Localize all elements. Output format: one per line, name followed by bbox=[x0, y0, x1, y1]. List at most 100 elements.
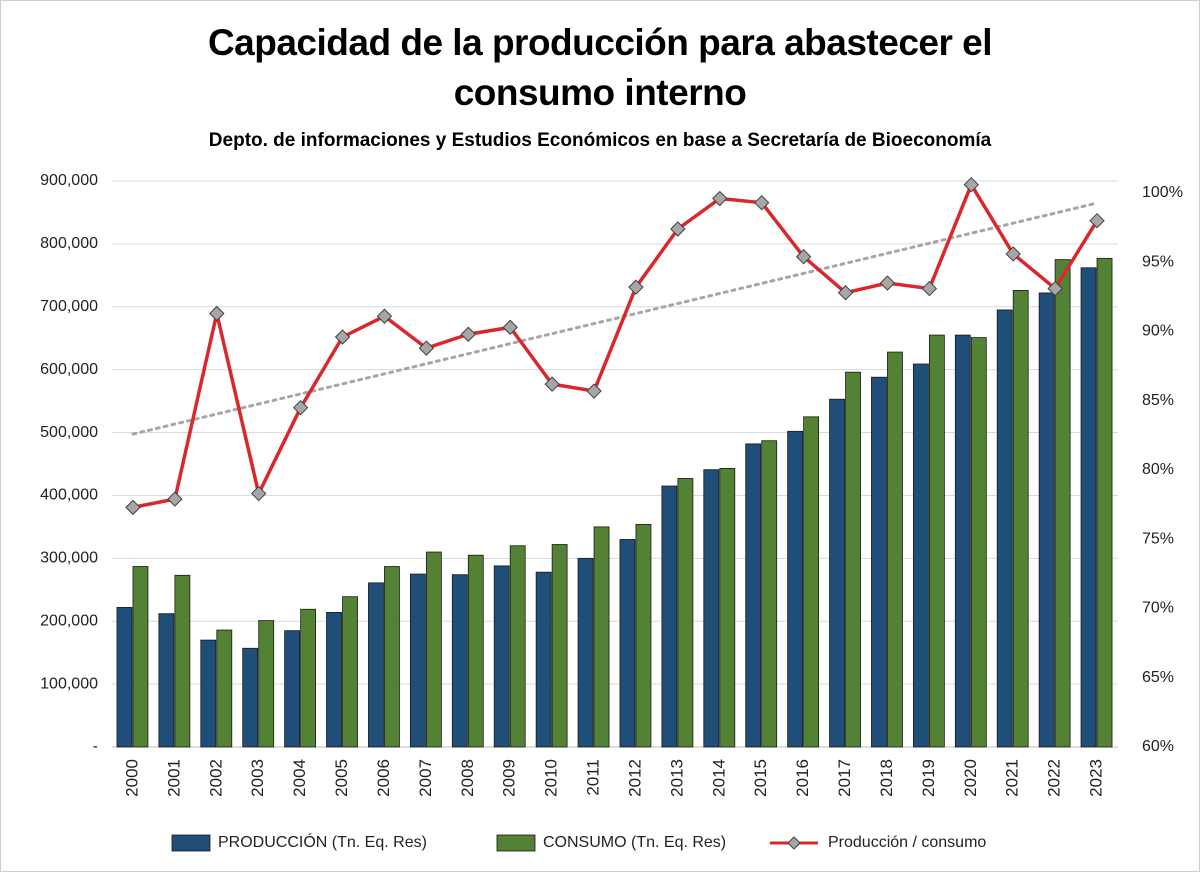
bar bbox=[116, 606, 133, 748]
marker bbox=[712, 190, 728, 207]
bar bbox=[703, 469, 720, 748]
bar bbox=[368, 582, 384, 748]
marker bbox=[670, 221, 686, 237]
x-tick-label: 2006 bbox=[374, 759, 393, 797]
x-tick-label: 2015 bbox=[751, 759, 770, 797]
bar bbox=[200, 639, 217, 748]
marker bbox=[167, 491, 183, 507]
bar bbox=[954, 334, 971, 748]
legend-swatch bbox=[496, 834, 536, 852]
bar bbox=[451, 574, 468, 748]
marker bbox=[544, 376, 560, 392]
bar bbox=[1038, 292, 1055, 748]
bar bbox=[132, 566, 149, 748]
y2-tick-label: 95% bbox=[1142, 253, 1174, 270]
marker bbox=[754, 194, 770, 211]
x-tick-label: 2014 bbox=[709, 759, 728, 797]
marker bbox=[418, 340, 435, 356]
bar bbox=[535, 571, 552, 748]
marker bbox=[586, 383, 602, 399]
legend-label: Producción / consumo bbox=[828, 834, 986, 851]
bar bbox=[1080, 267, 1097, 748]
bar bbox=[284, 630, 301, 748]
legend-label: CONSUMO (Tn. Eq. Res) bbox=[543, 834, 726, 851]
x-tick-label: 2016 bbox=[793, 759, 812, 797]
x-tick-label: 2013 bbox=[667, 759, 686, 797]
bar bbox=[745, 443, 762, 748]
marker bbox=[502, 319, 518, 336]
bar bbox=[887, 351, 903, 748]
marker bbox=[292, 399, 309, 416]
x-tick-label: 2005 bbox=[332, 759, 351, 797]
legend-swatch bbox=[171, 834, 211, 852]
bar bbox=[384, 566, 400, 748]
y2-tick-label: 100% bbox=[1142, 184, 1183, 201]
marker bbox=[837, 285, 854, 301]
x-tick-label: 2020 bbox=[961, 759, 980, 797]
bar bbox=[719, 468, 736, 748]
marker bbox=[209, 305, 225, 322]
marker bbox=[460, 326, 476, 342]
trend-line bbox=[131, 201, 1099, 436]
y2-tick-label: 90% bbox=[1142, 323, 1174, 340]
y-tick-label: 700,000 bbox=[40, 298, 98, 315]
marker bbox=[125, 499, 141, 516]
x-tick-label: 2021 bbox=[1003, 759, 1022, 797]
marker bbox=[376, 308, 393, 324]
x-tick-label: 2019 bbox=[919, 759, 938, 797]
bar bbox=[761, 440, 778, 748]
y-tick-label: 200,000 bbox=[40, 612, 98, 629]
x-tick-label: 2004 bbox=[290, 759, 309, 797]
legend-label: PRODUCCIÓN (Tn. Eq. Res) bbox=[218, 832, 427, 851]
bar bbox=[871, 376, 887, 748]
x-tick-label: 2008 bbox=[458, 759, 477, 797]
bar bbox=[425, 551, 442, 748]
x-tick-label: 2017 bbox=[835, 759, 854, 797]
chart-subtitle: Depto. de informaciones y Estudios Econó… bbox=[208, 130, 992, 151]
bar bbox=[326, 612, 342, 748]
bar bbox=[509, 545, 526, 748]
bar bbox=[174, 574, 191, 748]
y-tick-label: 100,000 bbox=[40, 675, 98, 692]
marker bbox=[1005, 246, 1021, 262]
line bbox=[132, 182, 1099, 510]
bar bbox=[829, 398, 845, 748]
bar bbox=[996, 309, 1013, 748]
bar bbox=[787, 430, 804, 748]
bar bbox=[342, 596, 358, 748]
bar bbox=[467, 554, 484, 748]
y-tick-label: 600,000 bbox=[40, 361, 98, 378]
y-tick-label: 900,000 bbox=[40, 172, 98, 189]
x-tick-label: 2009 bbox=[500, 759, 519, 797]
y2-tick-label: 65% bbox=[1142, 669, 1174, 686]
bar bbox=[1096, 257, 1113, 748]
x-tick-label: 2022 bbox=[1045, 759, 1064, 797]
y-tick-label: 400,000 bbox=[40, 487, 98, 504]
bar bbox=[1012, 290, 1029, 748]
bar bbox=[677, 478, 694, 748]
bar bbox=[845, 371, 861, 748]
x-tick-label: 2018 bbox=[877, 759, 896, 797]
bar bbox=[912, 363, 929, 748]
bar bbox=[803, 416, 820, 748]
bar bbox=[1054, 259, 1071, 748]
x-tick-label: 2012 bbox=[625, 759, 644, 797]
y-tick-label: 300,000 bbox=[40, 550, 98, 567]
x-tick-label: 2007 bbox=[416, 759, 435, 797]
legend-marker bbox=[787, 836, 801, 850]
bar bbox=[242, 647, 259, 748]
bar bbox=[593, 526, 610, 748]
bar bbox=[216, 629, 233, 748]
x-tick-label: 2001 bbox=[164, 759, 183, 797]
bar bbox=[619, 539, 636, 748]
x-tick-label: 2002 bbox=[206, 759, 225, 797]
bar bbox=[300, 608, 317, 748]
x-tick-label: 2000 bbox=[122, 759, 141, 797]
y-tick-label: 500,000 bbox=[40, 424, 98, 441]
x-tick-label: 2023 bbox=[1087, 759, 1106, 797]
x-tick-label: 2010 bbox=[542, 759, 561, 797]
bar bbox=[493, 565, 510, 748]
y2-tick-label: 80% bbox=[1142, 461, 1174, 478]
marker bbox=[879, 275, 896, 291]
